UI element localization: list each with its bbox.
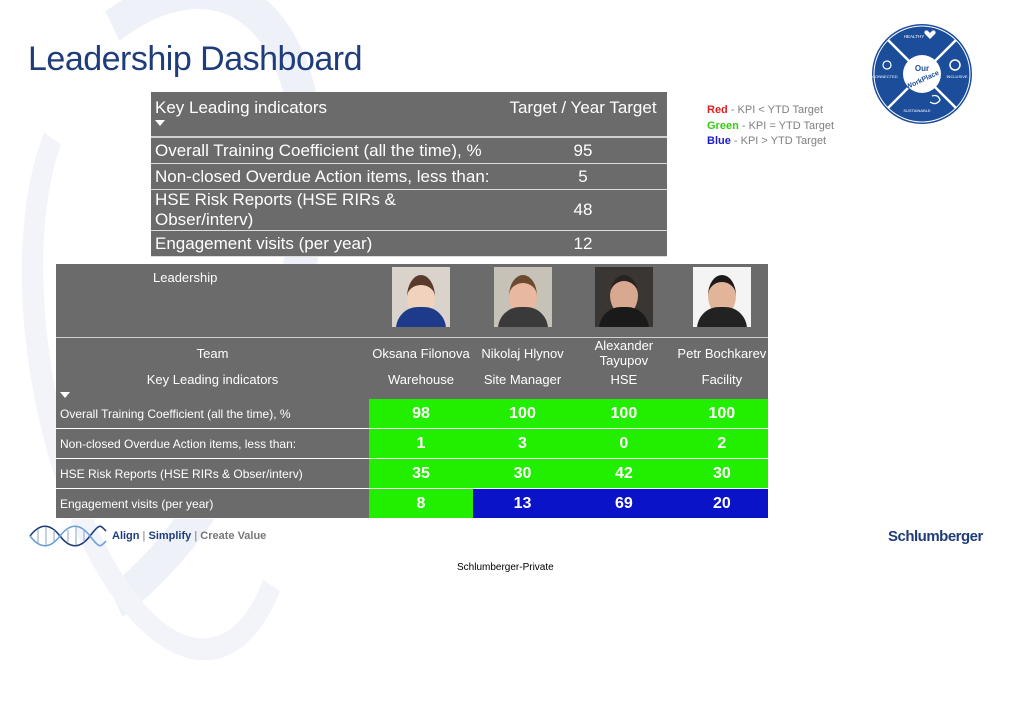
table-row: HSE Risk Reports (HSE RIRs & Obser/inter… [56,458,768,489]
avatar [594,267,653,327]
kpi-value: 8 [369,488,473,519]
logo-text: HEALTHY [904,34,924,39]
targets-row-label: Overall Training Coefficient (all the ti… [151,137,499,164]
person-name: Petr Bochkarev [675,337,768,368]
page-title: Leadership Dashboard [28,40,363,78]
heart-icon [924,30,936,39]
targets-header-label[interactable]: Key Leading indicators [151,92,499,138]
leadership-header: Leadership [56,264,370,338]
legend-blue: Blue - KPI > YTD Target [707,135,827,147]
kpi-value: 1 [369,428,473,459]
avatar [692,267,751,327]
targets-table: Key Leading indicators Target / Year Tar… [151,92,667,257]
avatar [493,267,552,327]
person-name: Nikolaj Hlynov [473,337,573,368]
filter-dropdown-icon[interactable] [155,120,165,126]
kli-label: Key Leading indicators [56,368,370,390]
tagline: Align | Simplify | Create Value [112,530,267,542]
people-icon [949,59,961,71]
person-role: HSE [572,368,676,390]
kpi-label: Engagement visits (per year) [56,488,370,519]
targets-row-value: 12 [499,230,667,257]
kpi-value: 98 [369,399,473,429]
team-roles-row: Key Leading indicators Warehouse Site Ma… [56,368,768,390]
logo-text: SUSTAINABLE [903,108,931,113]
kpi-value: 100 [675,399,768,429]
filter-dropdown-icon[interactable] [60,392,70,398]
color-legend: Red - KPI < YTD Target Green - KPI = YTD… [707,103,834,150]
targets-row-label: Engagement visits (per year) [151,230,499,257]
person-role: Facility [675,368,768,390]
dna-helix-logo [29,525,107,547]
kpi-value: 13 [473,488,573,519]
kpi-value: 69 [572,488,676,519]
kpi-value: 42 [572,458,676,489]
person-name: Oksana Filonova [369,337,473,368]
kpi-value: 20 [675,488,768,519]
table-row: HSE Risk Reports (HSE RIRs & Obser/inter… [151,189,667,231]
table-row: Overall Training Coefficient (all the ti… [56,399,768,429]
logo-text: CONNECTED [872,74,897,79]
kpi-value: 3 [473,428,573,459]
kpi-label: Overall Training Coefficient (all the ti… [56,399,370,429]
kpi-value: 30 [675,458,768,489]
kpi-label: HSE Risk Reports (HSE RIRs & Obser/inter… [56,458,370,489]
targets-header-row: Key Leading indicators Target / Year Tar… [151,92,667,138]
kpi-value: 2 [675,428,768,459]
table-row: Non-closed Overdue Action items, less th… [56,428,768,459]
leadership-table: Leadership Team Ok [56,264,768,519]
classification-label: Schlumberger-Private [457,562,554,573]
kpi-value: 35 [369,458,473,489]
team-label: Team [56,337,370,368]
brand-logo: Schlumberger [888,528,983,545]
team-names-row: Team Oksana Filonova Nikolaj Hlynov Alex… [56,337,768,368]
person-role: Site Manager [473,368,573,390]
table-row: Engagement visits (per year) 12 [151,230,667,257]
logo-text: INCLUSIVE [946,74,967,79]
kpi-value: 30 [473,458,573,489]
targets-row-label: Non-closed Overdue Action items, less th… [151,163,499,190]
leadership-photo-row: Leadership [56,264,768,338]
table-row: Non-closed Overdue Action items, less th… [151,163,667,190]
avatar [392,267,450,327]
our-workplace-logo: Our WorkPlace HEALTHY CONNECTED INCLUSIV… [872,24,972,124]
network-icon [882,60,892,70]
targets-row-value: 48 [499,189,667,231]
legend-red: Red - KPI < YTD Target [707,104,824,116]
legend-green: Green - KPI = YTD Target [707,119,835,132]
kpi-value: 100 [572,399,676,429]
logo-text: Our [915,64,929,73]
leaf-icon [929,94,941,105]
table-row: Overall Training Coefficient (all the ti… [151,137,667,164]
kpi-value: 0 [572,428,676,459]
table-row: Engagement visits (per year) 8 13 69 20 [56,488,768,519]
person-role: Warehouse [369,368,473,390]
person-name: Alexander Tayupov [572,337,676,368]
kpi-value: 100 [473,399,573,429]
targets-row-value: 5 [499,163,667,190]
targets-header-value: Target / Year Target [499,92,667,138]
targets-row-value: 95 [499,137,667,164]
targets-row-label: HSE Risk Reports (HSE RIRs & Obser/inter… [151,189,499,231]
kpi-label: Non-closed Overdue Action items, less th… [56,428,370,459]
